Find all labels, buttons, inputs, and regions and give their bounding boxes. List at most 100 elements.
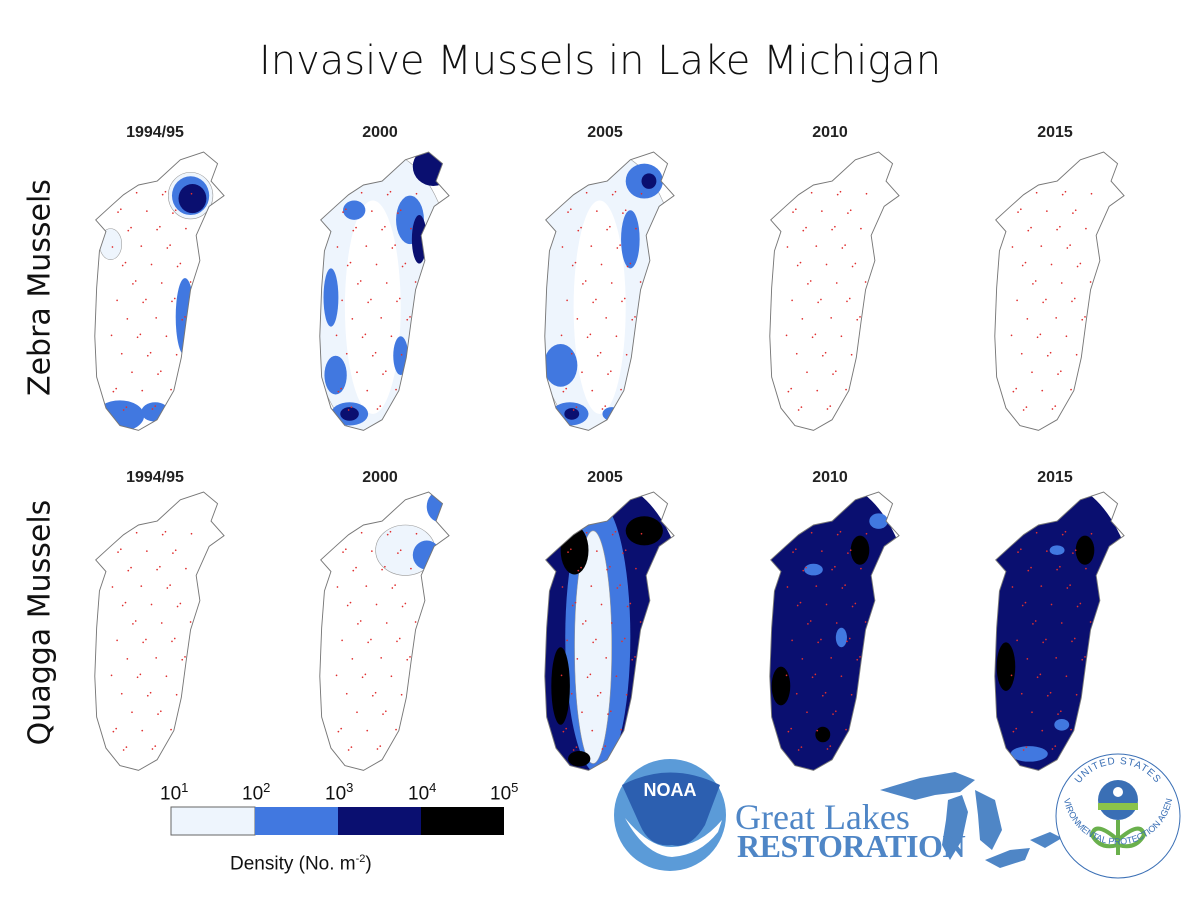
station-dot [1071, 640, 1073, 643]
station-dot [371, 694, 374, 697]
station-dot [1089, 621, 1092, 623]
station-dot [606, 228, 608, 231]
station-dot [120, 692, 123, 695]
station-dot [115, 727, 118, 730]
station-dot [340, 387, 343, 390]
station-dot [580, 566, 582, 569]
station-dot [619, 584, 621, 586]
station-dot [379, 745, 382, 748]
station-dot [155, 316, 158, 319]
density-region [869, 513, 888, 529]
station-dot [561, 246, 564, 248]
station-dot [851, 605, 854, 608]
density-region [996, 642, 1016, 691]
station-dot [560, 334, 563, 337]
station-dot [401, 605, 404, 608]
station-dot [173, 637, 176, 640]
station-dot [154, 405, 157, 408]
station-dot [1045, 638, 1047, 641]
station-dot [605, 316, 608, 319]
station-dot [850, 353, 853, 356]
station-dot [356, 711, 358, 714]
station-dot [841, 247, 844, 249]
station-dot [619, 244, 621, 246]
station-dot [620, 728, 622, 731]
station-dot [1019, 548, 1022, 551]
station-dot [352, 229, 355, 232]
station-dot [834, 370, 837, 373]
station-dot [385, 282, 388, 284]
density-legend [170, 806, 504, 836]
slide-title: Invasive Mussels in Lake Michigan [258, 38, 942, 84]
station-dot [1081, 318, 1084, 321]
great-lakes-icon [880, 772, 1062, 868]
station-dot [1050, 263, 1053, 266]
station-dot [166, 587, 169, 589]
station-dot [150, 603, 153, 606]
station-dot [171, 640, 173, 643]
station-dot [861, 372, 863, 375]
station-dot [1019, 208, 1022, 211]
station-dot [161, 193, 164, 196]
station-dot [865, 192, 868, 195]
station-dot [159, 225, 161, 228]
station-dot [122, 409, 125, 411]
station-dot [404, 602, 407, 605]
station-dot [1011, 246, 1014, 248]
station-dot [390, 675, 393, 678]
station-dot [795, 352, 798, 355]
density-region [411, 215, 427, 264]
station-dot [413, 709, 416, 712]
station-dot [117, 551, 119, 554]
station-dot [1059, 225, 1061, 228]
station-dot [174, 209, 177, 212]
station-dot [785, 674, 788, 677]
station-dot [591, 389, 594, 392]
station-dot [121, 264, 124, 267]
station-dot [115, 387, 118, 390]
station-dot [1026, 657, 1029, 660]
station-dot [630, 747, 633, 749]
station-dot [140, 245, 143, 247]
station-dot [569, 208, 572, 211]
station-dot [413, 369, 416, 372]
station-dot [826, 748, 829, 750]
station-dot [814, 673, 817, 676]
station-dot [141, 729, 144, 732]
station-dot [189, 621, 192, 623]
station-dot [860, 567, 862, 570]
station-dot [366, 389, 369, 392]
station-dot [1034, 620, 1037, 622]
station-dot [351, 317, 354, 320]
station-dot [784, 189, 787, 192]
station-dot [1076, 265, 1079, 268]
density-region [771, 666, 791, 706]
station-dot [863, 369, 866, 372]
station-dot [1021, 264, 1024, 267]
station-dot [410, 227, 412, 230]
station-dot [122, 749, 125, 751]
density-region [393, 336, 409, 376]
station-dot [180, 407, 183, 409]
station-dot [169, 584, 171, 586]
station-dot [386, 533, 389, 536]
station-dot [1064, 190, 1067, 193]
station-dot [792, 211, 794, 214]
lake-fill [769, 152, 900, 431]
station-dot [821, 354, 824, 357]
station-dot [176, 265, 179, 268]
station-dot [157, 713, 159, 716]
station-dot [131, 371, 133, 374]
station-dot [821, 550, 823, 553]
station-dot [634, 316, 636, 318]
station-dot [190, 532, 193, 535]
station-dot [1075, 353, 1078, 356]
station-dot [398, 297, 401, 300]
station-dot [109, 529, 112, 532]
station-dot [824, 351, 827, 354]
station-dot [815, 245, 818, 247]
station-dot [809, 620, 812, 622]
year-label: 1994/95 [126, 469, 184, 486]
station-dot [361, 336, 364, 339]
